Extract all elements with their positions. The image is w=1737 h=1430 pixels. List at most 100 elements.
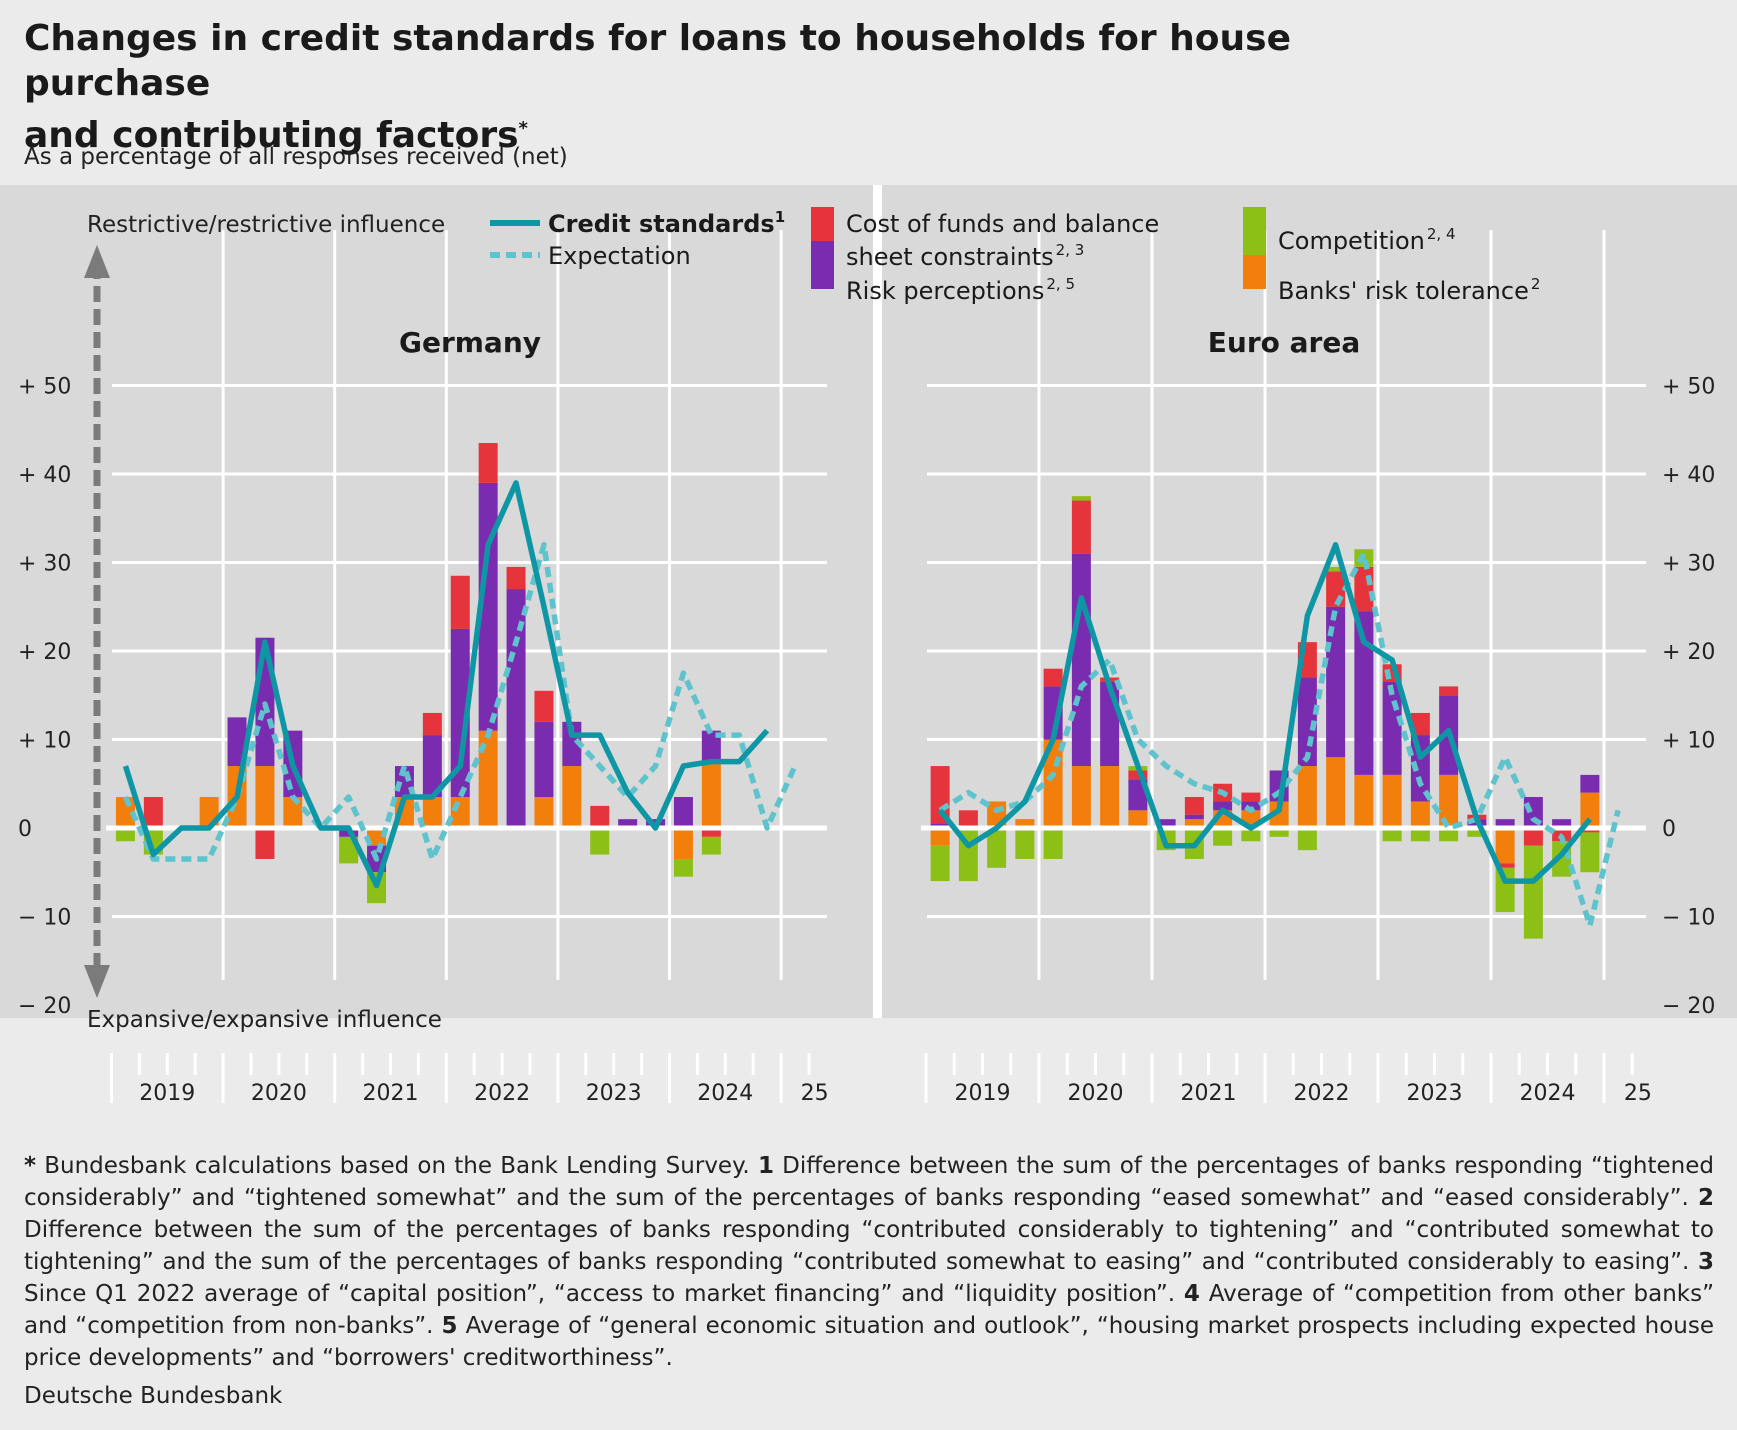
bar-segment	[1495, 819, 1515, 828]
bar-segment	[1297, 828, 1317, 851]
bar-segment	[1580, 832, 1600, 873]
legend-credit-label: Credit standards1	[548, 208, 785, 238]
y-tick-left: + 10	[18, 729, 71, 754]
bar-segment	[1410, 712, 1430, 736]
bar-segment	[255, 766, 275, 828]
bar-segment	[227, 717, 247, 767]
year-label: 2023	[586, 1081, 642, 1106]
bar-segment	[1354, 566, 1374, 612]
bar-segment	[1523, 845, 1543, 939]
bar-segment	[283, 797, 303, 828]
y-tick-right: − 20	[1662, 994, 1715, 1019]
bar-segment	[1523, 828, 1543, 846]
chart-subtitle: As a percentage of all responses receive…	[24, 144, 568, 170]
bar-segment	[450, 575, 470, 629]
bar-segment	[1043, 828, 1063, 859]
bar-segment	[422, 735, 442, 798]
bar-segment	[1184, 814, 1204, 820]
bar-segment	[1184, 797, 1204, 815]
panel-title-germany: Germany	[399, 326, 541, 359]
panel-bg-euro-area	[882, 185, 1737, 1018]
panel-backgrounds	[0, 185, 1737, 1018]
legend-competition-swatch	[1243, 207, 1266, 255]
y-tick-left: + 50	[18, 375, 71, 400]
bar-segment	[673, 828, 693, 859]
year-label: 2021	[1181, 1081, 1237, 1106]
legend-tolerance-label: Banks' risk tolerance 2	[1278, 275, 1540, 305]
bar-segment	[930, 845, 950, 882]
bar-segment	[1241, 792, 1261, 802]
bar-segment	[701, 761, 721, 828]
bar-segment	[534, 797, 554, 828]
expectation-line-germany	[122, 542, 798, 862]
y-tick-left: + 20	[18, 640, 71, 665]
title-footnote-mark: *	[518, 118, 528, 139]
bar-segment	[1241, 801, 1261, 811]
legend: Restrictive/restrictive influence Expans…	[87, 207, 1540, 1033]
y-tick-left: − 10	[18, 906, 71, 931]
bar-segment	[701, 828, 721, 837]
bar-segment	[422, 797, 442, 828]
y-tick-left: + 40	[18, 463, 71, 488]
euro-area-bars	[930, 496, 1600, 939]
y-tick-right: + 10	[1662, 729, 1715, 754]
series-lines	[106, 480, 1646, 929]
bar-segment	[1043, 668, 1063, 687]
bar-segment	[1354, 611, 1374, 775]
y-tick-left: + 30	[18, 552, 71, 577]
title-line-1: Changes in credit standards for loans to…	[24, 18, 1291, 104]
bar-segment	[534, 721, 554, 798]
bar-segment	[1071, 766, 1091, 828]
bar-segment	[478, 482, 498, 731]
year-label: 2019	[139, 1081, 195, 1106]
bar-segment	[1439, 686, 1459, 696]
bar-segment	[1382, 828, 1402, 842]
bar-segment	[1580, 792, 1600, 828]
bar-segment	[1269, 801, 1289, 828]
year-label: 25	[1624, 1081, 1652, 1106]
y-tick-right: + 20	[1662, 640, 1715, 665]
legend-risk-swatch	[811, 241, 834, 289]
bar-segment	[450, 797, 470, 828]
legend-cost-label-1: Cost of funds and balance	[846, 210, 1159, 238]
bar-segment	[422, 712, 442, 736]
bar-segment	[701, 730, 721, 762]
bar-segment	[1495, 828, 1515, 864]
bar-segment	[478, 443, 498, 483]
y-tick-left: − 20	[18, 994, 71, 1019]
footnotes: * Bundesbank calculations based on the B…	[24, 1153, 1715, 1371]
chart-title: Changes in credit standards for loans to…	[24, 16, 1424, 158]
bar-segment	[367, 828, 387, 846]
bar-segment	[1326, 757, 1346, 828]
bar-segment	[534, 690, 554, 722]
bar-segment	[1213, 801, 1233, 811]
panel-separator	[873, 185, 882, 1018]
year-label: 2024	[1520, 1081, 1576, 1106]
restrictive-label: Restrictive/restrictive influence	[87, 212, 445, 238]
bar-segment	[506, 589, 526, 828]
bar-segment	[1241, 828, 1261, 842]
y-tick-left: 0	[18, 817, 32, 842]
bar-segment	[673, 858, 693, 877]
panel-title-euro-area: Euro area	[1208, 326, 1360, 359]
bar-segment	[1354, 774, 1374, 828]
bar-segment	[562, 766, 582, 828]
bar-segment	[590, 805, 610, 828]
bar-segment	[1156, 819, 1176, 828]
bar-segment	[255, 828, 275, 859]
bar-segment	[1184, 819, 1204, 828]
bar-segment	[478, 730, 498, 828]
bar-segment	[1269, 828, 1289, 837]
bar-segment	[1467, 828, 1487, 837]
year-ticks-germany	[110, 1053, 811, 1103]
bar-segment	[1552, 819, 1572, 828]
bar-segment	[1128, 770, 1148, 780]
bar-segment	[1071, 553, 1091, 767]
credit-standards-line-euro-area	[937, 542, 1593, 884]
bar-segment	[673, 797, 693, 828]
bar-segment	[1495, 867, 1515, 913]
bar-segment	[1015, 828, 1035, 859]
chart-area: 2019 2020 2021 2022 2023 2024 25 2019 2020 2021 20…	[0, 185, 1737, 1106]
arrow-head-down	[84, 965, 110, 998]
direction-arrow	[84, 245, 110, 998]
